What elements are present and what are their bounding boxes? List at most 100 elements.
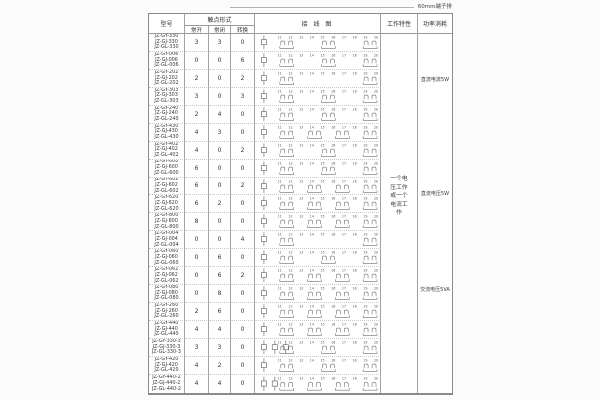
svg-text:19: 19 — [363, 358, 367, 362]
svg-text:13: 13 — [299, 179, 303, 183]
svg-text:11: 11 — [278, 304, 282, 308]
work-characteristic-cell: 一个电压工作或一个电流工作 — [381, 34, 418, 393]
wiring-diagram: 11 12 13 14 15 16 17 18 19 20 — [255, 177, 381, 196]
no-count-cell: 2 — [185, 303, 209, 321]
svg-text:14: 14 — [310, 322, 314, 326]
model-cell: JZ-GY-260 JZ-GJ-260 JZ-GL-260 — [149, 303, 185, 321]
no-count-cell: 4 — [185, 374, 209, 393]
svg-text:17: 17 — [342, 71, 346, 75]
model-number: JZ-GL-602 — [154, 187, 179, 194]
wiring-diagram: 11 12 13 14 15 16 17 18 19 20 — [255, 213, 381, 232]
svg-text:20: 20 — [374, 197, 378, 201]
model-number: JZ-GL-402 — [154, 151, 179, 158]
svg-text:12: 12 — [288, 251, 292, 255]
svg-text:12: 12 — [288, 35, 292, 39]
no-count-cell: 6 — [185, 177, 209, 196]
co-count-cell: 3 — [231, 87, 255, 106]
svg-text:14: 14 — [310, 358, 314, 362]
wiring-diagram-svg: 11 12 13 14 15 16 17 18 19 20 — [261, 233, 378, 247]
wiring-diagram: 11 12 13 14 15 16 17 18 19 20 — [255, 285, 381, 304]
svg-text:17: 17 — [342, 161, 346, 165]
wiring-diagram-svg: 11 12 13 14 15 16 17 18 19 20 — [261, 143, 378, 157]
svg-text:14: 14 — [310, 53, 314, 57]
svg-text:15: 15 — [320, 251, 324, 255]
svg-text:18: 18 — [353, 161, 357, 165]
nc-count-cell: 3 — [209, 123, 231, 142]
svg-text:12: 12 — [288, 125, 292, 129]
model-number: JZ-GJ-202 — [155, 74, 178, 81]
terminal-strip-label: 60mm端子排 — [417, 4, 452, 10]
svg-text:13: 13 — [299, 233, 303, 237]
co-count-cell: 0 — [231, 374, 255, 393]
wiring-diagram: 11 12 13 14 15 16 17 18 19 20 — [255, 374, 381, 393]
svg-text:20: 20 — [374, 287, 378, 291]
svg-text:14: 14 — [310, 251, 314, 255]
svg-text:12: 12 — [288, 269, 292, 273]
model-cell: JZ-GY-800 JZ-GJ-800 JZ-GL-800 — [149, 213, 185, 232]
svg-text:16: 16 — [331, 107, 335, 111]
header-power-consumption: 功率消耗 — [418, 14, 452, 34]
svg-text:17: 17 — [342, 358, 346, 362]
svg-text:13: 13 — [299, 143, 303, 147]
wiring-diagram-svg: 11 12 13 14 15 16 17 18 19 20 — [261, 35, 378, 50]
wiring-diagram: 11 12 13 14 15 16 17 18 19 20 — [255, 338, 381, 357]
no-count-cell: 3 — [185, 34, 209, 52]
svg-text:19: 19 — [363, 143, 367, 147]
svg-text:11: 11 — [278, 161, 282, 165]
svg-text:14: 14 — [310, 143, 314, 147]
wiring-diagram: 11 12 13 14 15 16 17 18 19 20 — [255, 141, 381, 160]
svg-text:16: 16 — [331, 269, 335, 273]
svg-text:11: 11 — [278, 322, 282, 326]
header-wiring-diagram: 接 线 图 — [255, 14, 381, 34]
svg-text:20: 20 — [374, 143, 378, 147]
svg-text:11: 11 — [278, 197, 282, 201]
svg-text:12: 12 — [288, 322, 292, 326]
wiring-diagram-svg: 11 12 13 14 15 16 17 18 19 20 — [261, 358, 378, 372]
wiring-diagram-svg: 11 12 13 14 15 16 17 18 19 20 — [261, 376, 378, 391]
svg-text:14: 14 — [310, 161, 314, 165]
power-note-dc-current: 直流电流5W — [420, 77, 450, 83]
wiring-diagram: 11 12 13 14 15 16 17 18 19 20 — [255, 267, 381, 286]
svg-text:12: 12 — [288, 71, 292, 75]
svg-text:17: 17 — [342, 215, 346, 219]
svg-text:11: 11 — [278, 340, 282, 344]
svg-text:18: 18 — [353, 322, 357, 326]
svg-text:19: 19 — [363, 269, 367, 273]
no-count-cell: 4 — [185, 141, 209, 160]
svg-text:15: 15 — [320, 197, 324, 201]
wiring-diagram: 11 12 13 14 15 16 17 18 19 20 — [255, 69, 381, 88]
model-number: JZ-GY-602 — [154, 177, 179, 183]
svg-text:19: 19 — [363, 53, 367, 57]
svg-text:15: 15 — [320, 233, 324, 237]
model-number: JZ-GL-060 — [154, 259, 179, 266]
svg-text:15: 15 — [320, 89, 324, 93]
nc-count-cell: 0 — [209, 51, 231, 70]
svg-text:11: 11 — [278, 287, 282, 291]
model-number: JZ-GY-260 — [154, 303, 179, 308]
model-number: JZ-GY-330-3 — [152, 338, 181, 344]
svg-text:20: 20 — [374, 322, 378, 326]
svg-text:18: 18 — [353, 35, 357, 39]
nc-count-cell: 4 — [209, 105, 231, 124]
svg-text:19: 19 — [363, 71, 367, 75]
wiring-diagram-svg: 11 12 13 14 15 16 17 18 19 20 — [261, 197, 378, 211]
nc-count-cell: 3 — [209, 338, 231, 357]
model-number: JZ-GL-330-3 — [151, 349, 182, 356]
model-number: JZ-GL-440 — [154, 331, 179, 338]
svg-text:11: 11 — [278, 89, 282, 93]
svg-text:15: 15 — [320, 35, 324, 39]
nc-count-cell: 0 — [209, 141, 231, 160]
nc-count-cell: 0 — [209, 213, 231, 232]
model-number: JZ-GL-600 — [154, 169, 179, 176]
model-number: JZ-GJ-602 — [155, 182, 178, 189]
no-count-cell: 4 — [185, 356, 209, 375]
svg-text:18: 18 — [353, 233, 357, 237]
model-number: JZ-GL-800 — [154, 223, 179, 230]
svg-text:19: 19 — [363, 322, 367, 326]
wiring-diagram-svg: 11 12 13 14 15 16 17 18 19 20 — [261, 125, 378, 139]
svg-text:17: 17 — [342, 197, 346, 201]
svg-text:15: 15 — [320, 215, 324, 219]
svg-text:19: 19 — [363, 287, 367, 291]
co-count-cell: 0 — [231, 303, 255, 321]
model-number: JZ-GY-303 — [154, 87, 179, 93]
